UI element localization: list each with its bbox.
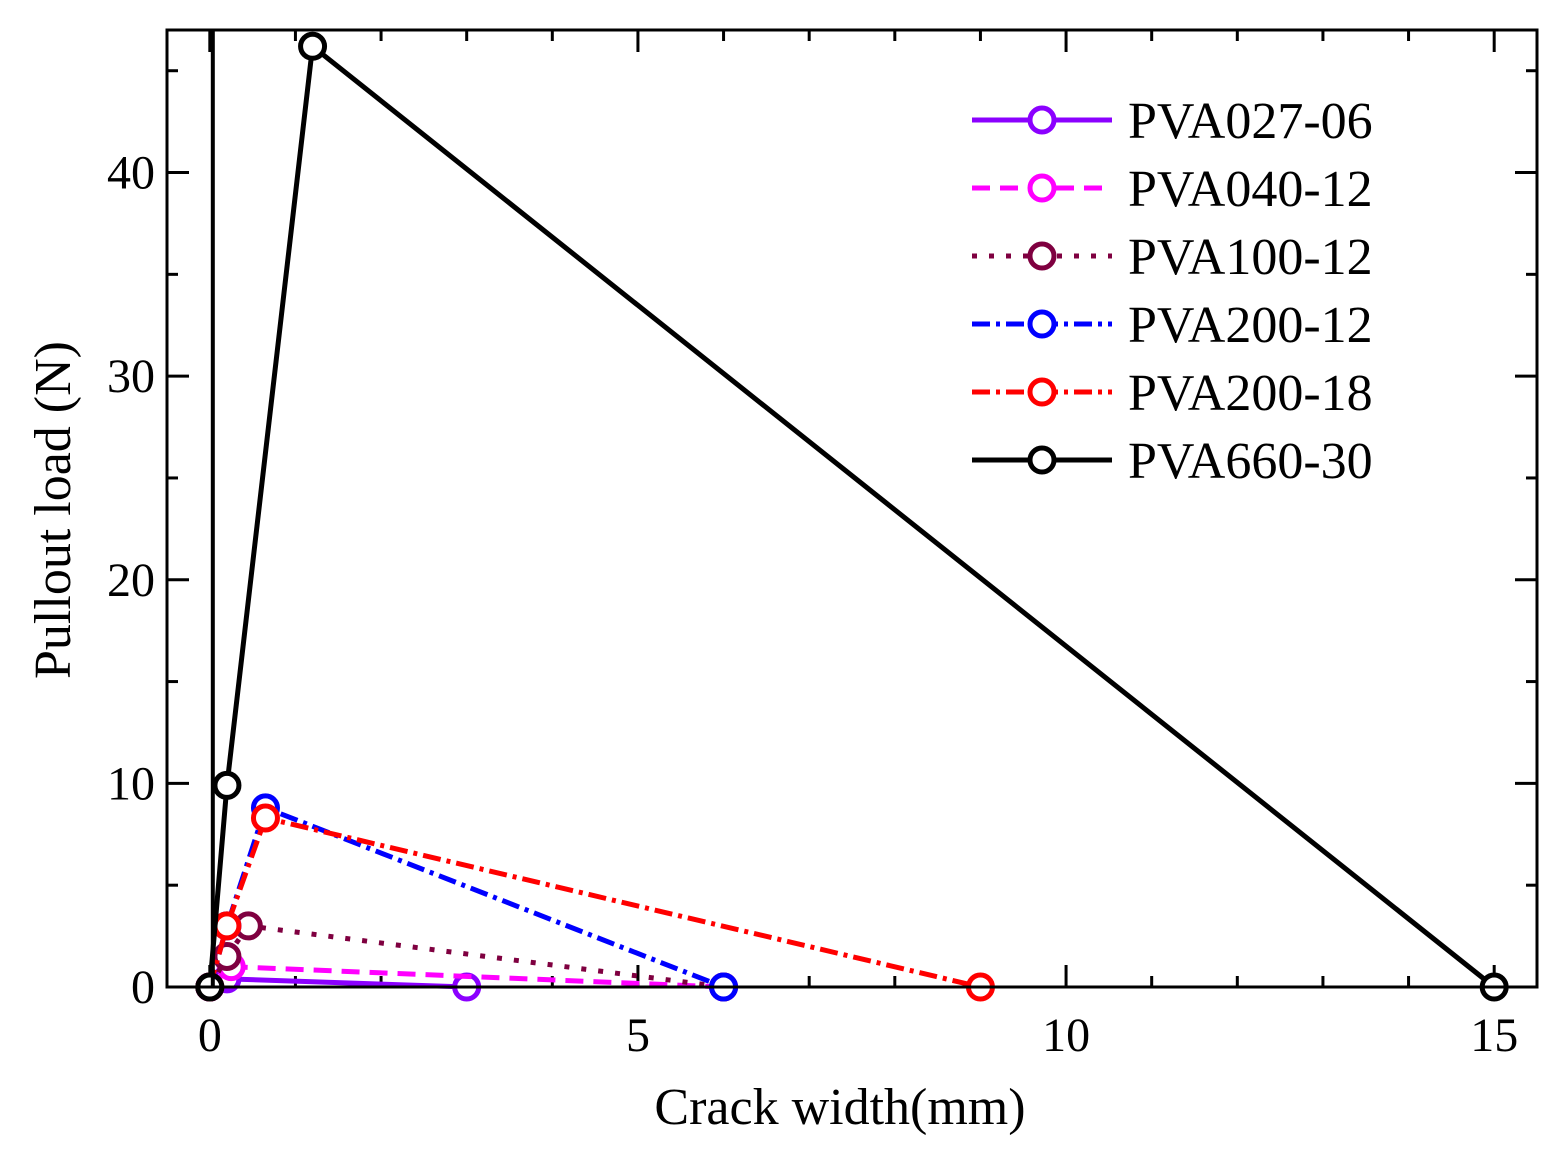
x-axis-label: Crack width(mm) bbox=[654, 1079, 1025, 1136]
series-line-pva200-18 bbox=[207, 815, 982, 990]
x-tick-label: 5 bbox=[626, 1009, 650, 1062]
legend-label: PVA100-12 bbox=[1128, 229, 1373, 286]
y-tick-label: 40 bbox=[107, 147, 155, 200]
legend-entry-pva200-12: PVA200-12 bbox=[972, 297, 1373, 354]
y-tick-label: 30 bbox=[107, 350, 155, 403]
legend-entry-pva027-06: PVA027-06 bbox=[972, 93, 1373, 150]
x-tick-label: 15 bbox=[1470, 1009, 1518, 1062]
series-line-pva660-30 bbox=[207, 43, 1496, 989]
legend: PVA027-06 PVA040-12 PVA100-12 PVA200-12 PVA2… bbox=[972, 93, 1373, 490]
data-point-pva200-18 bbox=[250, 803, 280, 833]
data-point-pva200-18 bbox=[212, 911, 242, 941]
legend-marker bbox=[1027, 105, 1057, 135]
tick-labels: 0 5 10 15 0 10 20 30 40 bbox=[107, 147, 1518, 1062]
y-axis-label: Pullout load (N) bbox=[25, 341, 82, 679]
y-tick-label: 20 bbox=[107, 554, 155, 607]
y-tick-label: 0 bbox=[131, 961, 155, 1014]
data-point-pva660-30 bbox=[298, 31, 328, 61]
legend-marker bbox=[1027, 377, 1057, 407]
legend-marker bbox=[1027, 445, 1057, 475]
data-point-pva660-30 bbox=[212, 770, 242, 800]
legend-entry-pva660-30: PVA660-30 bbox=[972, 433, 1373, 490]
legend-entry-pva100-12: PVA100-12 bbox=[972, 229, 1373, 286]
legend-label: PVA200-18 bbox=[1128, 365, 1373, 422]
plot-frame bbox=[165, 28, 1539, 989]
x-tick-label: 0 bbox=[198, 1009, 222, 1062]
legend-entry-pva040-12: PVA040-12 bbox=[972, 161, 1373, 218]
legend-label: PVA027-06 bbox=[1128, 93, 1373, 150]
legend-marker bbox=[1027, 241, 1057, 271]
legend-marker bbox=[1027, 309, 1057, 339]
series-pva200-12 bbox=[195, 793, 739, 1002]
legend-marker bbox=[1027, 173, 1057, 203]
x-tick-label: 10 bbox=[1042, 1009, 1090, 1062]
legend-label: PVA660-30 bbox=[1128, 433, 1373, 490]
series-line-pva100-12 bbox=[207, 923, 724, 990]
series-line-pva200-12 bbox=[207, 805, 725, 990]
legend-label: PVA040-12 bbox=[1128, 161, 1373, 218]
legend-entry-pva200-18: PVA200-18 bbox=[972, 365, 1373, 422]
y-tick-label: 10 bbox=[107, 757, 155, 810]
legend-label: PVA200-12 bbox=[1128, 297, 1373, 354]
